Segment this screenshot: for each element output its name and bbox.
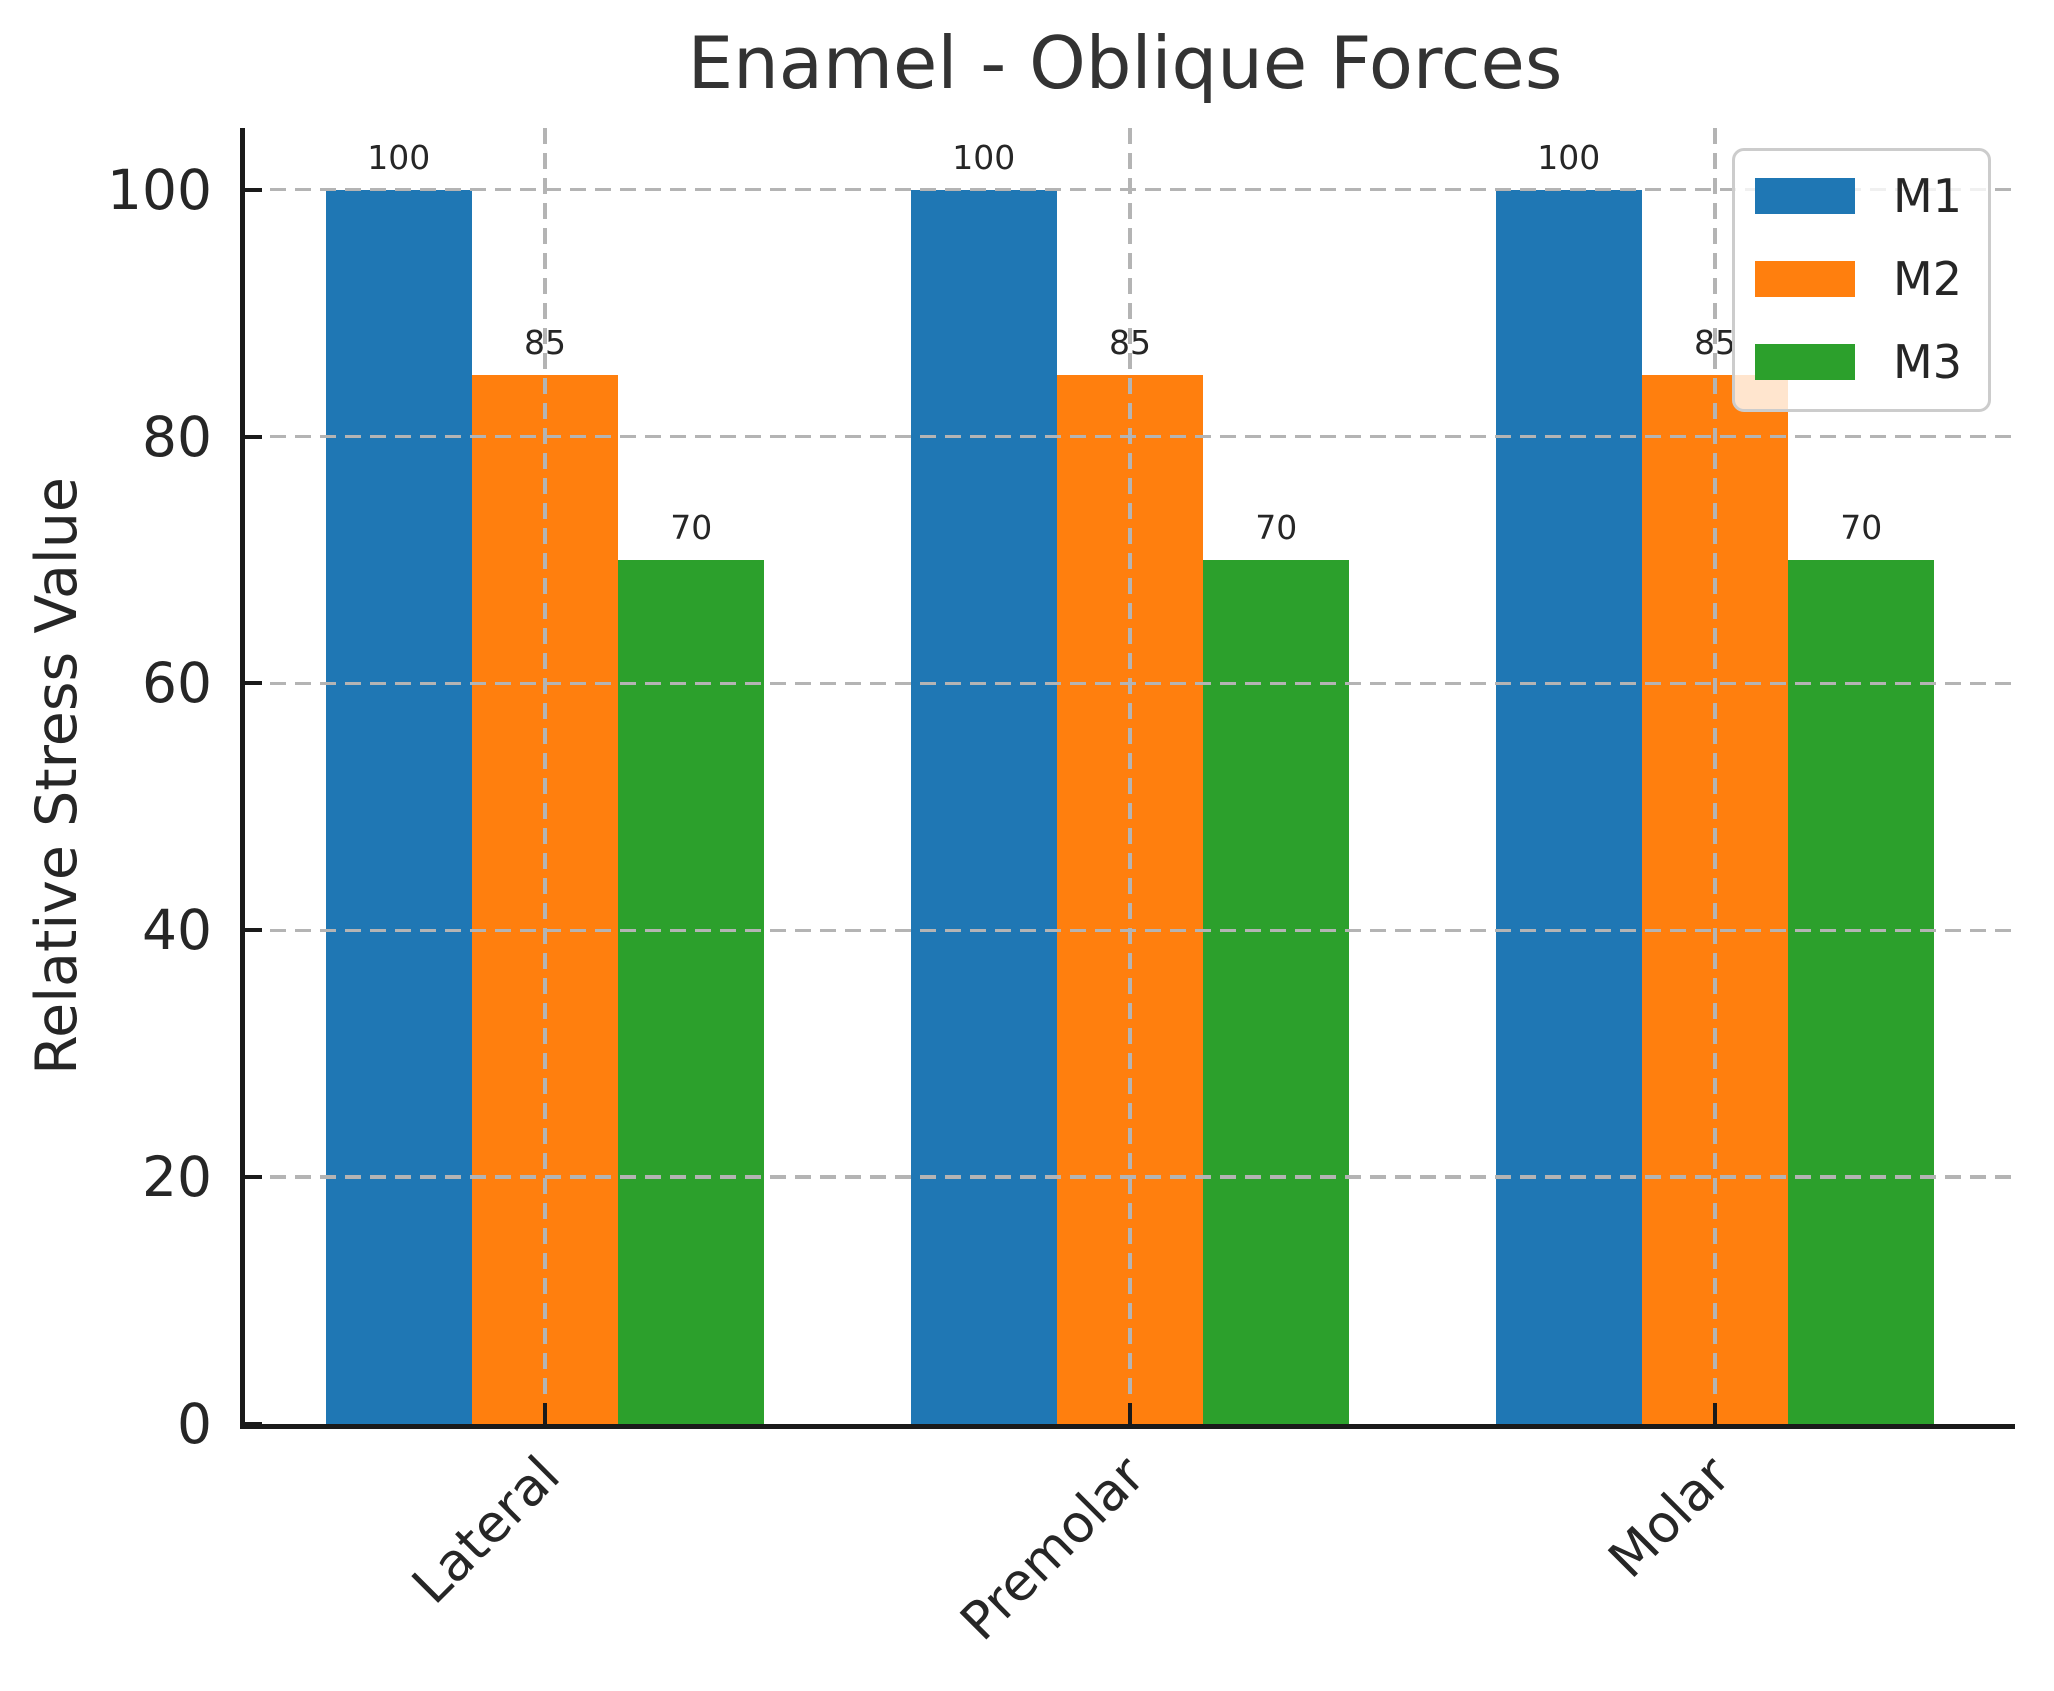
y-tick-label-60: 60 [142, 651, 212, 716]
plot-area: 100 85 70 100 85 70 100 85 70 M1 M2 M3 [240, 128, 2015, 1429]
bar-m3-lateral [618, 560, 765, 1424]
x-tick-mark-premolar [1128, 1403, 1132, 1424]
v-gridline-lateral [543, 128, 547, 1424]
legend-swatch-m3 [1755, 344, 1856, 380]
y-tick-mark-100 [245, 187, 262, 192]
legend-label-m3: M3 [1893, 335, 1962, 389]
bar-value-label-m3-molar: 70 [1840, 508, 1883, 547]
bar-value-label-m2-lateral: 85 [524, 322, 566, 362]
chart-title: Enamel - Oblique Forces [687, 21, 1563, 105]
y-tick-label-100: 100 [107, 157, 212, 222]
bar-m3-molar [1788, 560, 1935, 1424]
bar-value-label-m1-molar: 100 [1537, 137, 1601, 177]
y-tick-label-40: 40 [142, 898, 212, 963]
y-axis-label: Relative Stress Value [24, 477, 90, 1075]
bar-m3-premolar [1203, 560, 1350, 1424]
legend: M1 M2 M3 [1732, 148, 1991, 412]
bar-m1-lateral [325, 189, 472, 1424]
x-tick-label-molar: Molar [1597, 1445, 1742, 1590]
y-tick-label-0: 0 [177, 1392, 212, 1456]
y-tick-mark-40 [245, 928, 262, 933]
x-tick-mark-lateral [543, 1403, 547, 1424]
x-tick-label-premolar: Premolar [949, 1445, 1157, 1653]
legend-item-m1: M1 [1755, 173, 1962, 219]
legend-label-m1: M1 [1893, 169, 1962, 223]
y-tick-mark-0 [245, 1422, 262, 1426]
bar-value-label-m2-molar: 85 [1694, 322, 1736, 362]
y-tick-label-80: 80 [142, 404, 212, 469]
bar-value-label-m1-lateral: 100 [367, 137, 431, 177]
legend-item-m3: M3 [1755, 339, 1962, 385]
v-gridline-premolar [1128, 128, 1132, 1424]
bar-m1-molar [1495, 189, 1642, 1424]
v-gridline-molar [1713, 128, 1717, 1424]
bar-value-label-m3-premolar: 70 [1255, 508, 1298, 547]
legend-label-m2: M2 [1893, 252, 1962, 306]
bar-m1-premolar [910, 189, 1057, 1424]
y-tick-mark-80 [245, 434, 262, 439]
legend-item-m2: M2 [1755, 256, 1962, 302]
bar-value-label-m3-lateral: 70 [670, 508, 713, 547]
bar-value-label-m1-premolar: 100 [952, 137, 1016, 177]
y-tick-mark-60 [245, 681, 262, 686]
legend-swatch-m2 [1755, 261, 1856, 297]
bar-value-label-m2-premolar: 85 [1109, 322, 1151, 362]
y-tick-label-20: 20 [142, 1145, 212, 1210]
legend-swatch-m1 [1755, 178, 1856, 214]
y-tick-mark-20 [245, 1175, 262, 1180]
x-tick-mark-molar [1713, 1403, 1717, 1424]
x-tick-label-lateral: Lateral [401, 1445, 572, 1616]
